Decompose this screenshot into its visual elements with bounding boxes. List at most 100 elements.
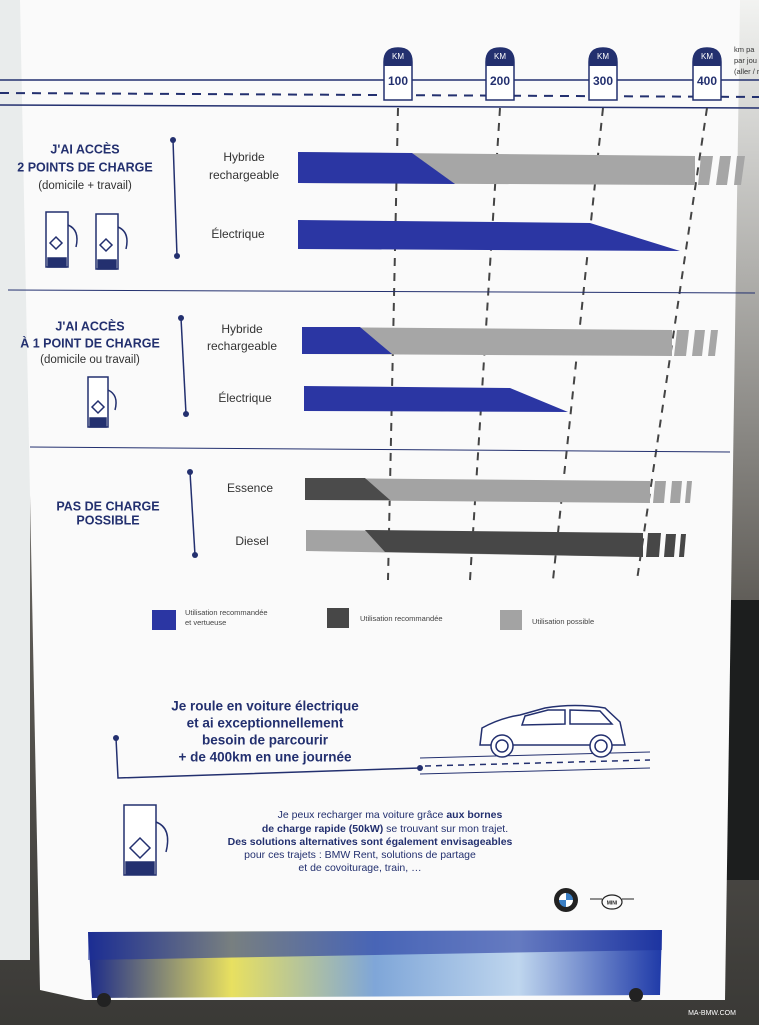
info: Je peux recharger ma voiture grâce aux b… <box>228 809 513 874</box>
scale-note: km pa <box>734 45 755 54</box>
divider <box>29 446 731 453</box>
info-text: se trouvant sur mon trajet. <box>383 823 508 835</box>
info-text: Je peux recharger ma voiture grâce <box>278 809 447 821</box>
shape <box>520 709 566 726</box>
road <box>0 79 759 109</box>
callout-line: + de 400km en une journée <box>179 750 352 765</box>
bracket-dot <box>178 315 184 321</box>
section: J'AI ACCÈS 2 POINTS DE CHARGE (domicile … <box>17 137 745 259</box>
section: J'AI ACCÈS À 1 POINT DE CHARGE (domicile… <box>20 315 718 417</box>
bracket-dot <box>174 253 180 259</box>
shape <box>419 767 651 775</box>
callout-line: Je roule en voiture électrique <box>171 699 359 714</box>
legend: Utilisation recommandée et vertueuse Uti… <box>152 608 594 630</box>
section-title: PAS DE CHARGE <box>56 499 159 513</box>
km-marker: KM 300 <box>588 47 618 101</box>
shape <box>674 330 689 356</box>
marker-value: 100 <box>388 74 408 88</box>
section-subtitle: (domicile + travail) <box>38 180 132 192</box>
marker-unit: KM <box>701 52 713 61</box>
legend-label: et vertueuse <box>185 618 226 627</box>
car <box>419 704 651 775</box>
bar-recommended <box>298 220 680 251</box>
shape <box>479 704 626 746</box>
brand: MINI <box>607 900 618 906</box>
scale-note: (aller / r <box>734 67 759 76</box>
bracket-dot <box>417 765 423 771</box>
shape <box>419 751 651 759</box>
row-label: rechargeable <box>209 168 279 182</box>
bracket-dot <box>183 411 189 417</box>
shape <box>653 481 666 503</box>
grommet <box>97 993 111 1007</box>
bracket-dot <box>187 469 193 475</box>
bar-recommended <box>298 152 455 184</box>
shape <box>569 709 614 725</box>
bracket-dot <box>113 735 119 741</box>
shape <box>90 399 106 415</box>
shape <box>692 330 705 356</box>
shape <box>490 734 514 758</box>
shape <box>646 533 661 557</box>
bracket-dot <box>170 137 176 143</box>
info-line: pour ces trajets : BMW Rent, solutions d… <box>244 849 476 861</box>
shape <box>128 836 152 860</box>
callout: Je roule en voiture électrique et ai exc… <box>113 699 423 779</box>
legend-label: Utilisation recommandée <box>185 608 268 617</box>
shape <box>685 481 692 503</box>
bar-recommended <box>302 327 392 354</box>
marker-cap <box>486 48 514 66</box>
marker-value: 300 <box>593 74 613 88</box>
row-label: Électrique <box>218 390 272 405</box>
row-label: Essence <box>227 481 273 495</box>
bracket-dot <box>192 552 198 558</box>
section-subtitle: (domicile ou travail) <box>40 354 140 366</box>
charger-icon <box>45 211 78 268</box>
bar-stripes <box>646 533 686 557</box>
bracket <box>180 317 187 415</box>
shape <box>559 893 573 907</box>
shape <box>664 534 676 557</box>
shape <box>679 534 686 557</box>
shape <box>734 156 745 185</box>
marker-value: 200 <box>490 74 510 88</box>
charger-icon <box>87 376 117 428</box>
glow-shade <box>88 930 662 960</box>
marker-unit: KM <box>392 52 404 61</box>
marker-unit: KM <box>494 52 506 61</box>
bracket <box>172 139 178 257</box>
shape <box>107 389 117 411</box>
bmw-logo <box>554 888 578 912</box>
bar-recommended <box>365 530 643 557</box>
shape <box>424 759 651 767</box>
legend-label: Utilisation recommandée <box>360 614 443 623</box>
section-title: 2 POINTS DE CHARGE <box>17 160 152 174</box>
legend-label: Utilisation possible <box>532 617 594 626</box>
legend-swatch <box>500 610 522 630</box>
legend-swatch <box>152 610 176 630</box>
callout-bracket <box>115 737 421 779</box>
km-markers: KM 100 KM 200 KM 300 KM 400 <box>383 47 722 101</box>
shape <box>117 226 128 250</box>
bar-stripes <box>653 481 692 503</box>
shape <box>559 893 573 907</box>
divider <box>7 289 756 294</box>
shape <box>495 739 509 753</box>
bar-stripes <box>674 330 718 356</box>
row-label: Hybride <box>223 150 265 164</box>
bar-possible <box>305 478 650 503</box>
section: PAS DE CHARGE POSSIBLE Essence Diesel <box>56 469 692 558</box>
shape <box>601 894 623 910</box>
shape <box>97 259 117 270</box>
bar-stripes <box>698 156 745 185</box>
info-text: aux bornes <box>446 809 502 821</box>
info-text: de charge rapide (50kW) <box>262 823 383 835</box>
watermark: MA-BMW.COM <box>688 1010 736 1017</box>
marker-value: 400 <box>697 74 717 88</box>
shape <box>89 417 107 428</box>
shape <box>698 156 713 185</box>
shape <box>589 734 613 758</box>
marker-unit: KM <box>597 52 609 61</box>
shape <box>594 739 608 753</box>
